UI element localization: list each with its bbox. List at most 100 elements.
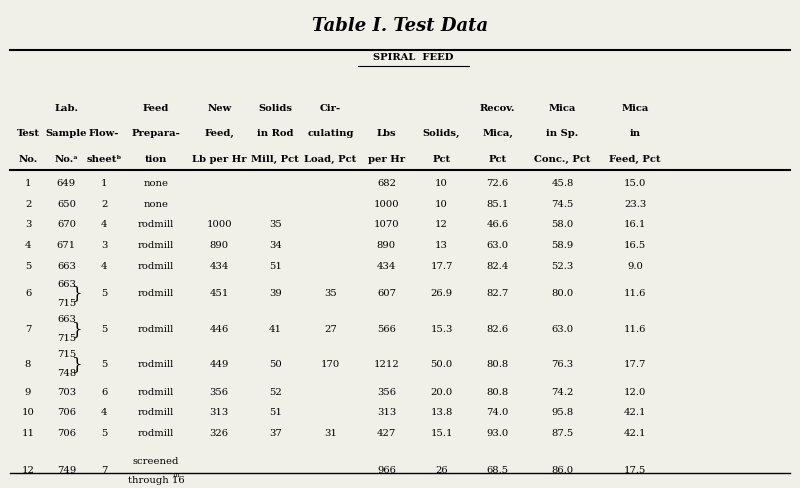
Text: 58.0: 58.0 xyxy=(551,220,574,229)
Text: 706: 706 xyxy=(57,407,76,416)
Text: 34: 34 xyxy=(269,241,282,249)
Text: 20.0: 20.0 xyxy=(430,387,453,396)
Text: 15.3: 15.3 xyxy=(430,324,453,333)
Text: 12: 12 xyxy=(22,466,34,474)
Text: 16.5: 16.5 xyxy=(624,241,646,249)
Text: 82.7: 82.7 xyxy=(486,289,509,298)
Text: 8: 8 xyxy=(25,359,31,368)
Text: 434: 434 xyxy=(210,261,229,270)
Text: 3: 3 xyxy=(101,241,107,249)
Text: 5: 5 xyxy=(25,261,31,270)
Text: in Rod: in Rod xyxy=(257,129,294,138)
Text: 2: 2 xyxy=(101,200,107,208)
Text: Mica,: Mica, xyxy=(482,129,513,138)
Text: 17.7: 17.7 xyxy=(624,359,646,368)
Text: 87.5: 87.5 xyxy=(551,428,574,437)
Text: 663: 663 xyxy=(57,279,76,288)
Text: Mica: Mica xyxy=(549,104,576,113)
Text: none: none xyxy=(143,200,169,208)
Text: 650: 650 xyxy=(57,200,76,208)
Text: rodmill: rodmill xyxy=(138,324,174,333)
Text: 9.0: 9.0 xyxy=(627,261,643,270)
Text: 12.0: 12.0 xyxy=(624,387,646,396)
Text: 15.0: 15.0 xyxy=(624,179,646,188)
Text: 51: 51 xyxy=(269,407,282,416)
Text: rodmill: rodmill xyxy=(138,261,174,270)
Text: 7: 7 xyxy=(25,324,31,333)
Text: 74.2: 74.2 xyxy=(551,387,574,396)
Text: 11.6: 11.6 xyxy=(624,289,646,298)
Text: Recov.: Recov. xyxy=(480,104,515,113)
Text: 13.8: 13.8 xyxy=(430,407,453,416)
Text: 313: 313 xyxy=(210,407,229,416)
Text: 80.8: 80.8 xyxy=(486,359,509,368)
Text: 27: 27 xyxy=(324,324,337,333)
Text: rodmill: rodmill xyxy=(138,289,174,298)
Text: New: New xyxy=(207,104,231,113)
Text: Table I. Test Data: Table I. Test Data xyxy=(312,17,488,35)
Text: Solids: Solids xyxy=(258,104,292,113)
Text: 313: 313 xyxy=(377,407,396,416)
Text: 326: 326 xyxy=(210,428,229,437)
Text: per Hr: per Hr xyxy=(368,155,405,163)
Text: 10: 10 xyxy=(435,200,448,208)
Text: rodmill: rodmill xyxy=(138,387,174,396)
Text: 4: 4 xyxy=(101,407,107,416)
Text: 682: 682 xyxy=(377,179,396,188)
Text: 449: 449 xyxy=(210,359,229,368)
Text: tion: tion xyxy=(145,155,167,163)
Text: 35: 35 xyxy=(324,289,337,298)
Text: 13: 13 xyxy=(435,241,448,249)
Text: 50: 50 xyxy=(269,359,282,368)
Text: 51: 51 xyxy=(269,261,282,270)
Text: Mill, Pct: Mill, Pct xyxy=(251,155,299,163)
Text: 58.9: 58.9 xyxy=(551,241,574,249)
Text: Pct: Pct xyxy=(433,155,450,163)
Text: }: } xyxy=(71,285,82,302)
Text: No.ᵃ: No.ᵃ xyxy=(54,155,78,163)
Text: 17.5: 17.5 xyxy=(624,466,646,474)
Text: 63.0: 63.0 xyxy=(551,324,574,333)
Text: Load, Pct: Load, Pct xyxy=(304,155,357,163)
Text: 39: 39 xyxy=(269,289,282,298)
Text: Feed,: Feed, xyxy=(204,129,234,138)
Text: 95.8: 95.8 xyxy=(551,407,574,416)
Text: 890: 890 xyxy=(210,241,229,249)
Text: rodmill: rodmill xyxy=(138,241,174,249)
Text: Pct: Pct xyxy=(489,155,506,163)
Text: 451: 451 xyxy=(210,289,229,298)
Text: Feed, Pct: Feed, Pct xyxy=(610,155,661,163)
Text: 76.3: 76.3 xyxy=(551,359,574,368)
Text: 966: 966 xyxy=(377,466,396,474)
Text: 12: 12 xyxy=(435,220,448,229)
Text: }: } xyxy=(71,355,82,372)
Text: Test: Test xyxy=(17,129,39,138)
Text: 890: 890 xyxy=(377,241,396,249)
Text: 7: 7 xyxy=(101,466,107,474)
Text: }: } xyxy=(71,320,82,337)
Text: 15.1: 15.1 xyxy=(430,428,453,437)
Text: 17.7: 17.7 xyxy=(430,261,453,270)
Text: 5: 5 xyxy=(101,324,107,333)
Text: 11.6: 11.6 xyxy=(624,324,646,333)
Text: 1212: 1212 xyxy=(374,359,399,368)
Text: rodmill: rodmill xyxy=(138,220,174,229)
Text: Cir-: Cir- xyxy=(320,104,341,113)
Text: 170: 170 xyxy=(321,359,340,368)
Text: 749: 749 xyxy=(57,466,76,474)
Text: 37: 37 xyxy=(269,428,282,437)
Text: 1: 1 xyxy=(101,179,107,188)
Text: 9: 9 xyxy=(25,387,31,396)
Text: rodmill: rodmill xyxy=(138,428,174,437)
Text: 703: 703 xyxy=(57,387,76,396)
Text: 23.3: 23.3 xyxy=(624,200,646,208)
Text: 1070: 1070 xyxy=(374,220,399,229)
Text: 4: 4 xyxy=(101,261,107,270)
Text: 93.0: 93.0 xyxy=(486,428,509,437)
Text: 706: 706 xyxy=(57,428,76,437)
Text: 6: 6 xyxy=(25,289,31,298)
Text: 74.5: 74.5 xyxy=(551,200,574,208)
Text: 427: 427 xyxy=(377,428,396,437)
Text: 31: 31 xyxy=(324,428,337,437)
Text: 649: 649 xyxy=(57,179,76,188)
